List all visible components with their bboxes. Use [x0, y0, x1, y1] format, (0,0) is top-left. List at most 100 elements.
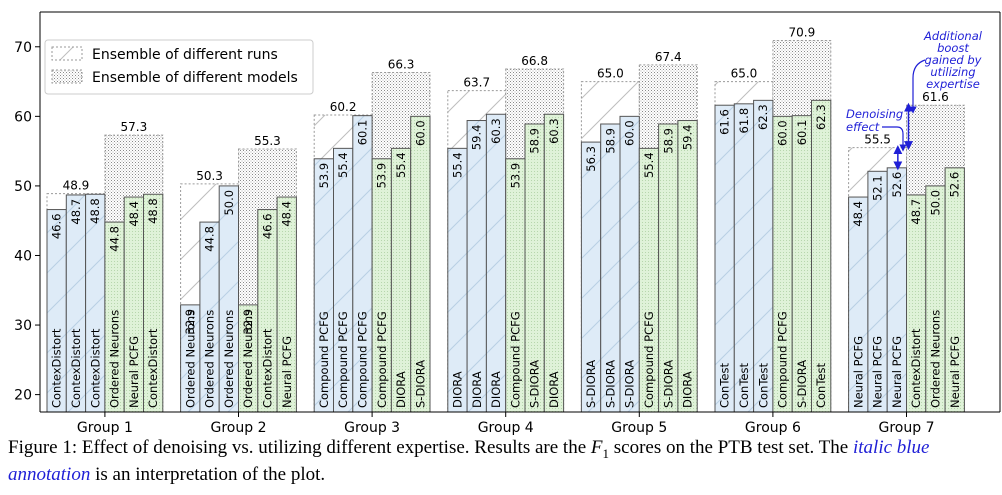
bar-value-label: 55.4 [394, 152, 408, 178]
bar-model-label: DIORA [394, 371, 408, 408]
models-ensemble-label: 67.4 [655, 50, 682, 64]
models-ensemble-label: 70.9 [788, 26, 815, 40]
bar-value-label: 53.9 [508, 163, 522, 189]
bar-model-label: Neural PCFG [871, 336, 885, 408]
group-label: Group 1 [77, 420, 133, 436]
bar-value-label: 50.0 [928, 190, 942, 216]
bar-model-label: ContexDistort [909, 328, 923, 408]
bar-model-label: DIORA [681, 371, 695, 408]
models-ensemble-label: 61.6 [922, 90, 949, 104]
bar-value-label: 48.4 [280, 201, 294, 227]
bar-model-label: Ordered Neurons [183, 310, 197, 408]
bar-value-label: 60.0 [776, 120, 790, 146]
y-tick-label: 70 [14, 40, 32, 56]
bar-value-label: 46.6 [260, 214, 274, 240]
bar-model-label: ContexDistort [88, 328, 102, 408]
bar-value-label: 62.3 [756, 104, 770, 130]
bar-value-label: 52.6 [890, 172, 904, 198]
group-label: Group 7 [879, 420, 935, 436]
bar-value-label: 32.9 [183, 309, 197, 335]
group-label: Group 6 [745, 420, 801, 436]
bar-model-label: ContexDistort [260, 328, 274, 408]
bar-model-label: Compound PCFG [336, 311, 350, 408]
bar-model-label: Ordered Neurons [222, 310, 236, 408]
bar-model-label: ConTest [718, 363, 732, 408]
bar-value-label: 50.0 [222, 190, 236, 216]
bar-model-label: Ordered Neurons [928, 310, 942, 408]
boost-annotation-line: gained by [925, 53, 982, 67]
y-tick-label: 50 [14, 179, 32, 195]
runs-ensemble-label: 65.0 [597, 67, 624, 81]
bar-value-label: 53.9 [317, 163, 331, 189]
bar-model-label: ContexDistort [146, 328, 160, 408]
bar-value-label: 61.6 [718, 109, 732, 135]
bar-value-label: 60.1 [795, 120, 809, 146]
bar-model-label: Neural PCFG [280, 336, 294, 408]
bar-model-label: Neural PCFG [948, 336, 962, 408]
bar-model-label: S-DIORA [623, 360, 637, 408]
bar-model-label: ContexDistort [50, 328, 64, 408]
run-bar [466, 120, 487, 413]
legend-swatch-models [51, 69, 83, 84]
run-bar [485, 113, 507, 413]
models-ensemble-label: 55.3 [254, 134, 281, 148]
bar-value-label: 48.8 [146, 198, 160, 224]
runs-ensemble-label: 65.0 [731, 67, 758, 81]
bar-value-label: 60.0 [623, 120, 637, 146]
models-ensemble-label: 57.3 [120, 120, 147, 134]
bar-model-label: S-DIORA [528, 360, 542, 408]
runs-ensemble-label: 60.2 [330, 100, 357, 114]
bar-model-label: Ordered Neurons [241, 310, 255, 408]
bar-value-label: 62.3 [814, 104, 828, 130]
bar-value-label: 58.9 [603, 128, 617, 154]
bar-model-label: ConTest [737, 363, 751, 408]
runs-ensemble-label: 55.5 [864, 133, 891, 147]
bar-chart: 48.9 57.3 50.3 55.3 60.2 66.3 63.7 66.8 65.0 67.4… [14, 11, 1001, 436]
boost-connector [909, 59, 926, 114]
bar-model-label: S-DIORA [413, 360, 427, 408]
boost-annotation-line: expertise [926, 77, 980, 91]
denoising-annotation-line2: effect [846, 120, 880, 134]
bar-value-label: 59.4 [681, 125, 695, 151]
bar-value-label: 44.8 [203, 226, 217, 252]
bar-value-label: 55.4 [642, 152, 656, 178]
bar-value-label: 60.1 [355, 120, 369, 146]
boost-annotation-line: boost [937, 41, 969, 55]
bar-value-label: 52.6 [948, 172, 962, 198]
bar-model-label: Ordered Neurons [203, 310, 217, 408]
bar-value-label: 48.4 [127, 201, 141, 227]
bar-model-label: ContexDistort [69, 328, 83, 408]
bar-value-label: 60.0 [413, 120, 427, 146]
bar-value-label: 60.3 [489, 118, 503, 144]
bar-model-label: Neural PCFG [127, 336, 141, 408]
bar-model-label: S-DIORA [661, 360, 675, 408]
models-ensemble-label: 66.8 [521, 54, 548, 68]
bar-value-label: 53.9 [375, 163, 389, 189]
caption-middle: scores on the PTB test set. The [609, 437, 853, 458]
bar-model-label: Neural PCFG [851, 336, 865, 408]
denoising-connector [882, 126, 907, 152]
legend-label-runs: Ensemble of different runs [92, 47, 278, 63]
caption-math: F1 [590, 437, 609, 461]
model-bar [677, 120, 698, 413]
bar-value-label: 58.9 [661, 128, 675, 154]
figure-caption: Figure 1: Effect of denoising vs. utiliz… [8, 437, 998, 485]
boost-annotation-line: utilizing [930, 65, 975, 79]
legend-box [44, 39, 314, 95]
bar-value-label: 55.4 [450, 152, 464, 178]
bar-model-label: ConTest [756, 363, 770, 408]
models-ensemble-label: 66.3 [388, 58, 415, 72]
bar-model-label: Compound PCFG [317, 311, 331, 408]
bar-value-label: 56.3 [584, 146, 598, 172]
bar-model-label: S-DIORA [795, 360, 809, 408]
legend-label-models: Ensemble of different models [92, 70, 298, 86]
bar-value-label: 32.9 [241, 309, 255, 335]
group-label: Group 5 [611, 420, 667, 436]
bar-model-label: DIORA [547, 371, 561, 408]
y-tick-label: 40 [14, 248, 32, 264]
boost-annotation-line: Additional [923, 29, 983, 43]
bar-model-label: Neural PCFG [890, 336, 904, 408]
y-tick-label: 20 [14, 388, 32, 404]
bar-model-label: Ordered Neurons [108, 310, 122, 408]
bar-model-label: ConTest [814, 363, 828, 408]
